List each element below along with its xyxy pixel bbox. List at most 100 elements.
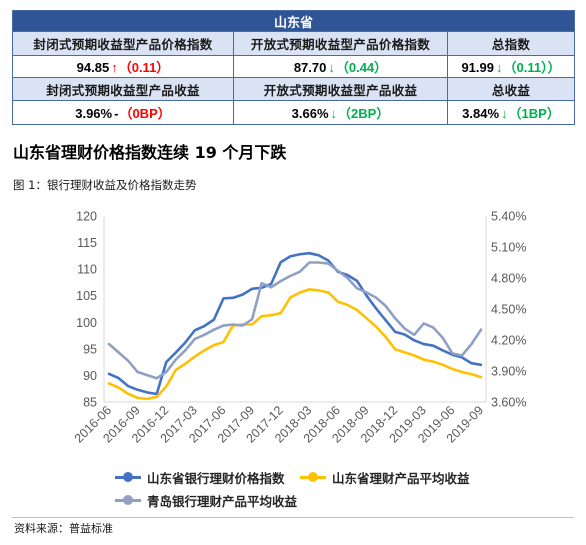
legend-item-shandong-index: 山东省银行理财价格指数: [115, 469, 285, 486]
data-point-0-37: [460, 356, 464, 359]
data-point-2-24: [336, 269, 340, 272]
data-point-2-37: [460, 354, 464, 357]
data-point-1-35: [441, 363, 444, 366]
left-tick-label: 100: [76, 316, 97, 330]
legend-item-qingdao-yield: 青岛银行理财产品平均收益: [115, 492, 297, 509]
data-point-1-9: [193, 355, 196, 358]
data-point-2-27: [365, 291, 368, 294]
value-total-index: 91.99 ↓（0.11））: [446, 55, 576, 78]
data-point-2-26: [355, 287, 359, 290]
data-point-1-6: [165, 385, 168, 388]
data-point-1-29: [384, 335, 387, 338]
value-closed-yield: 3.96% -（0BP）: [12, 100, 234, 125]
data-point-0-34: [432, 344, 435, 347]
header-open-index: 开放式预期收益型产品价格指数: [233, 31, 448, 56]
yield-value-row: 3.96% -（0BP） 3.66% ↓（2BP） 3.84% ↓（1BP）: [12, 100, 576, 125]
data-point-1-38: [470, 373, 473, 376]
right-tick-label: 5.40%: [491, 210, 526, 224]
data-point-1-26: [355, 308, 359, 312]
value-number: 3.84%: [462, 106, 500, 121]
data-point-0-14: [241, 293, 244, 296]
data-point-2-29: [384, 304, 387, 307]
right-tick-label: 4.80%: [491, 272, 526, 286]
summary-table: 山东省 封闭式预期收益型产品价格指数 开放式预期收益型产品价格指数 总指数 94…: [11, 10, 576, 125]
data-point-0-0: [107, 372, 111, 375]
data-point-2-5: [155, 377, 158, 380]
data-point-1-12: [222, 340, 225, 344]
data-point-0-1: [117, 376, 120, 380]
right-tick-label: 5.10%: [491, 241, 526, 255]
value-change: （2BP）: [338, 106, 390, 121]
left-tick-label: 110: [77, 263, 97, 277]
data-point-1-34: [432, 360, 435, 363]
data-point-2-30: [394, 317, 397, 320]
header-total-index: 总指数: [446, 31, 576, 56]
data-point-0-26: [355, 279, 359, 282]
value-number: 3.96%: [75, 106, 113, 121]
header-open-yield: 开放式预期收益型产品收益: [233, 77, 448, 101]
data-point-1-31: [403, 351, 406, 354]
data-point-2-1: [117, 351, 120, 354]
data-point-2-2: [126, 359, 130, 362]
yield-header-row: 封闭式预期收益型产品收益 开放式预期收益型产品收益 总收益: [12, 77, 576, 101]
data-point-2-28: [374, 296, 378, 299]
value-closed-index: 94.85 ↑（0.11）: [12, 55, 234, 78]
data-point-2-7: [174, 358, 177, 361]
right-tick-label: 4.50%: [491, 303, 526, 317]
data-point-2-36: [451, 352, 454, 355]
data-point-1-32: [413, 354, 416, 357]
left-tick-label: 85: [83, 396, 97, 410]
data-point-0-12: [222, 297, 225, 300]
value-total-yield: 3.84% ↓（1BP）: [446, 100, 576, 125]
region-title: 山东省: [11, 10, 576, 32]
data-point-1-28: [374, 325, 378, 328]
data-point-2-20: [298, 270, 301, 273]
series-2: [107, 261, 483, 380]
data-point-0-11: [212, 318, 216, 321]
index-header-row: 封闭式预期收益型产品价格指数 开放式预期收益型产品价格指数 总指数: [12, 31, 576, 56]
data-point-1-39: [479, 376, 483, 379]
data-point-0-15: [250, 287, 254, 290]
data-point-0-3: [136, 388, 139, 391]
data-point-2-23: [327, 262, 330, 265]
data-point-1-8: [184, 362, 187, 365]
data-point-1-21: [308, 288, 311, 291]
data-point-0-32: [413, 339, 416, 342]
value-change: （0BP）: [119, 106, 171, 121]
data-point-2-4: [146, 374, 149, 377]
data-point-2-16: [260, 282, 263, 285]
data-point-2-25: [346, 276, 349, 280]
table-title-row: 山东省: [11, 10, 576, 32]
value-open-index: 87.70 ↓（0.44）: [233, 55, 448, 78]
header-closed-yield: 封闭式预期收益型产品收益: [12, 77, 234, 101]
data-point-1-4: [146, 397, 149, 400]
legend-marker-qingdao-yield: [115, 495, 141, 505]
data-point-0-25: [346, 273, 349, 277]
right-tick-label: 4.20%: [491, 334, 526, 348]
data-point-0-28: [374, 307, 378, 310]
data-point-1-16: [260, 315, 263, 318]
data-point-0-38: [470, 362, 473, 365]
legend-marker-shandong-yield: [300, 472, 326, 482]
data-point-2-9: [193, 337, 196, 341]
data-point-2-17: [270, 286, 273, 289]
data-point-1-37: [460, 370, 464, 374]
data-point-2-8: [184, 349, 187, 352]
legend-label-shandong-index: 山东省银行理财价格指数: [147, 470, 285, 486]
series-line-2: [107, 261, 483, 380]
down-arrow-icon: ↓: [495, 60, 503, 75]
data-point-1-19: [289, 296, 292, 299]
data-point-0-23: [327, 259, 330, 262]
data-point-2-19: [289, 274, 292, 278]
value-number: 3.66%: [291, 106, 329, 121]
series-0: [107, 251, 483, 396]
left-tick-label: 105: [76, 289, 97, 303]
data-point-1-7: [174, 368, 177, 372]
data-point-0-7: [174, 351, 177, 354]
data-point-1-5: [155, 395, 158, 398]
data-point-1-3: [136, 396, 139, 399]
left-tick-label: 115: [77, 236, 97, 250]
source-note: 资料来源：普益标准: [14, 522, 113, 535]
value-change: （0.11））: [503, 60, 561, 75]
data-point-1-11: [212, 344, 216, 347]
